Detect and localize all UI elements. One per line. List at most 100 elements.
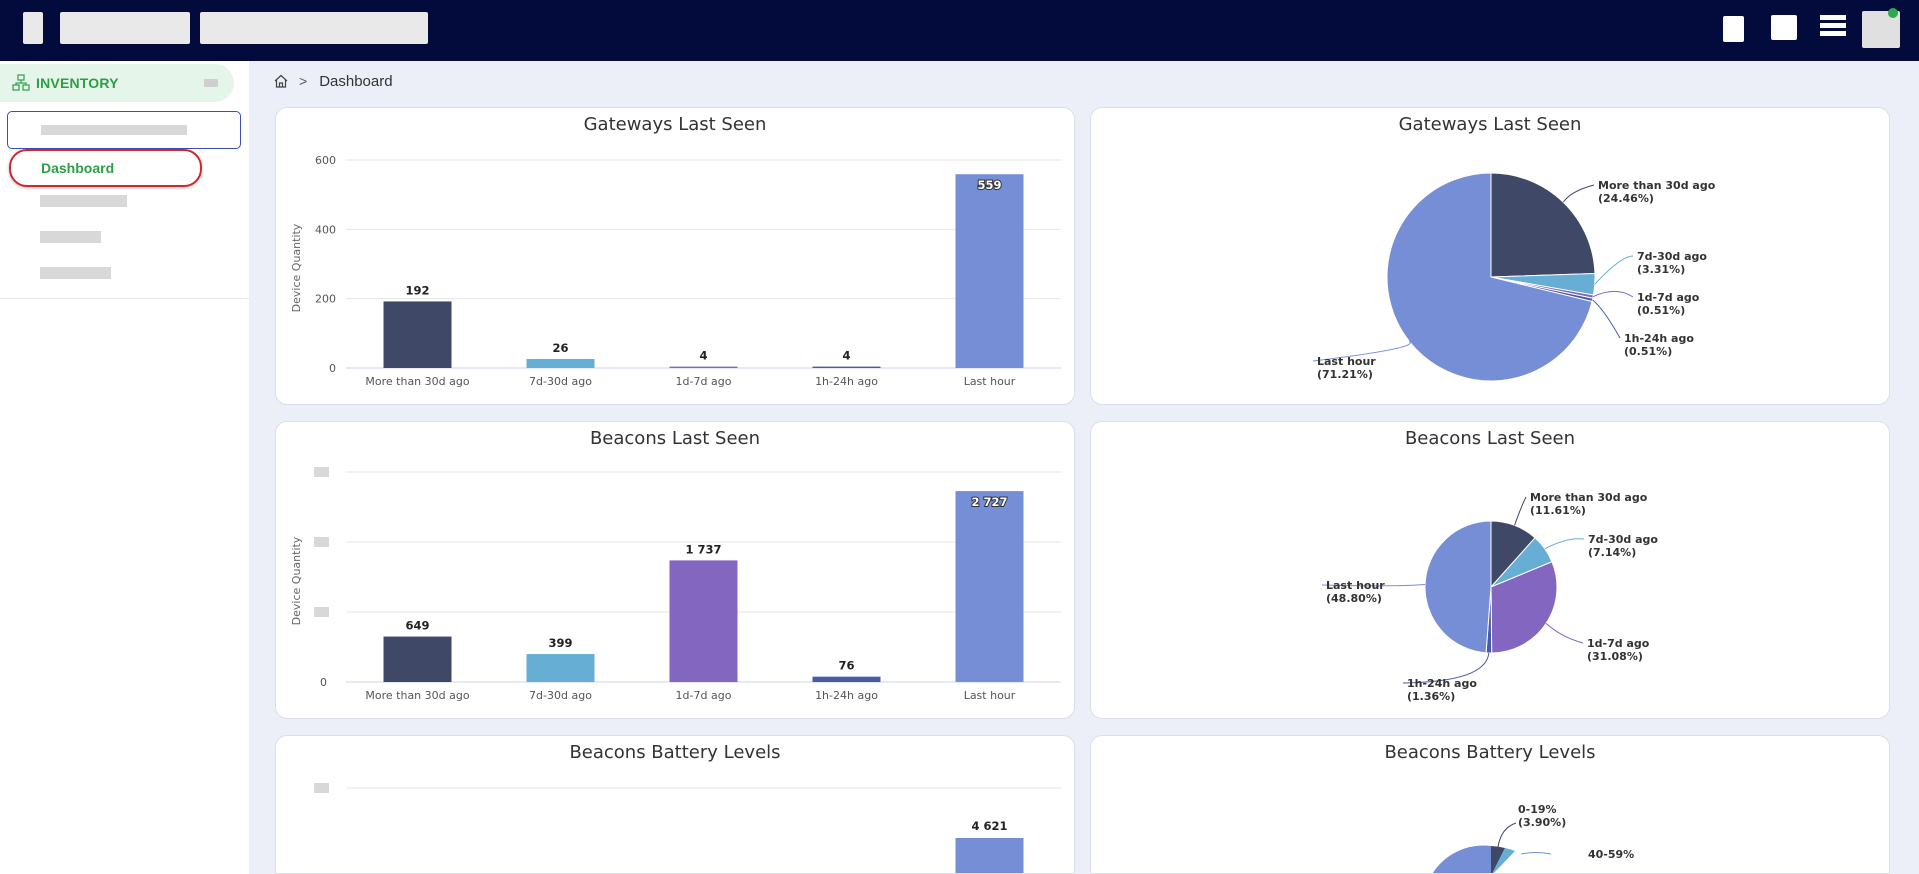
- beacons-last-seen-pie-chart: More than 30d ago(11.61%) 7d-30d ago(7.14…: [1321, 491, 1658, 703]
- pie-label: More than 30d ago: [1530, 491, 1648, 504]
- sidebar-divider: [0, 298, 249, 299]
- data-label: 4: [699, 349, 707, 363]
- y-tick-label-redacted: [314, 607, 329, 617]
- sidebar-item-label: Dashboard: [41, 160, 115, 176]
- global-search-input[interactable]: [200, 12, 428, 44]
- x-tick-label: Last hour: [964, 375, 1016, 388]
- pie-connector: [1545, 623, 1584, 644]
- y-tick-label: 200: [315, 293, 336, 306]
- y-tick-label: 0: [329, 362, 336, 375]
- x-tick-label: Last hour: [964, 689, 1016, 702]
- sidebar-search-input[interactable]: [7, 111, 241, 149]
- pie-connector: [1520, 852, 1552, 855]
- pie-label-percent: (7.14%): [1588, 546, 1636, 559]
- beacons-battery-levels-pie-chart: 0-19%(3.90%) 40-59%: [1432, 803, 1634, 873]
- chart-title: Gateways Last Seen: [583, 114, 767, 135]
- data-label: 559: [977, 178, 1001, 192]
- window-icon[interactable]: [1771, 15, 1797, 40]
- beacons-last-seen-bar-chart: 0 Device Quantity 649 More than 30d ago 399 7…: [290, 467, 1061, 702]
- data-label: 399: [548, 636, 572, 650]
- y-tick-label: 0: [320, 676, 327, 689]
- menu-icon[interactable]: [23, 12, 43, 44]
- x-tick-label: 1h-24h ago: [815, 689, 878, 702]
- chart-title: Beacons Battery Levels: [569, 742, 781, 763]
- pie-label-percent: (0.51%): [1624, 345, 1672, 358]
- sidebar-item-dashboard[interactable]: Dashboard: [9, 149, 202, 187]
- pie-connector: [1544, 538, 1585, 550]
- pie-label: Last hour: [1317, 355, 1376, 368]
- pie-label: 7d-30d ago: [1588, 533, 1658, 546]
- top-bar: [0, 0, 1919, 61]
- sidebar-section-inventory[interactable]: INVENTORY: [0, 64, 234, 102]
- bar: [955, 174, 1024, 368]
- bar: [383, 301, 452, 368]
- pie-label-percent: (0.51%): [1637, 304, 1685, 317]
- data-label: 26: [552, 341, 568, 355]
- pie-label-percent: (48.80%): [1326, 592, 1382, 605]
- y-tick-label: 600: [315, 154, 336, 167]
- data-label: 4: [842, 349, 850, 363]
- bar: [812, 676, 881, 682]
- y-tick-label-redacted: [314, 467, 329, 477]
- x-tick-label: 7d-30d ago: [529, 689, 592, 702]
- sidebar-item[interactable]: [40, 231, 101, 243]
- y-tick-label-redacted: [314, 537, 329, 547]
- gateways-last-seen-pie-chart: More than 30d ago(24.46%) 7d-30d ago(3.31…: [1312, 172, 1716, 382]
- pie-slice: [1491, 846, 1505, 873]
- data-label: 4 621: [971, 819, 1007, 833]
- sidebar-item[interactable]: [40, 267, 111, 279]
- chart-card-battery-bar: Beacons Battery Levels 4 621: [275, 735, 1075, 874]
- pie-connector: [1321, 584, 1426, 587]
- pie-connector: [1497, 822, 1517, 848]
- pie-label: 1h-24h ago: [1407, 677, 1477, 690]
- gateways-last-seen-bar-chart: 0 200 400 600 Device Quantity 192 More than 30…: [290, 154, 1061, 388]
- list-menu-icon[interactable]: [1820, 15, 1846, 40]
- pie-label-percent: (24.46%): [1598, 192, 1654, 205]
- bar: [383, 636, 452, 682]
- chart-card-battery-pie: Beacons Battery Levels 0-19% (3.90%) 40-59…: [1090, 735, 1890, 874]
- inventory-icon: [12, 74, 30, 91]
- pie-label: 1h-24h ago: [1624, 332, 1694, 345]
- data-label: 76: [838, 659, 854, 673]
- pie-connector: [1514, 496, 1527, 526]
- chart-title: Beacons Battery Levels: [1384, 742, 1596, 763]
- pie-slice: [1432, 845, 1491, 873]
- sidebar-item[interactable]: [40, 195, 127, 207]
- document-icon[interactable]: [1723, 16, 1744, 42]
- pie-label: 1d-7d ago: [1637, 291, 1700, 304]
- x-tick-label: More than 30d ago: [365, 689, 469, 702]
- pie-slice: [1490, 561, 1558, 654]
- pie-slice: [1492, 848, 1515, 873]
- pie-label: 7d-30d ago: [1637, 250, 1707, 263]
- pie-label-percent: (31.08%): [1587, 650, 1643, 663]
- data-label: 649: [405, 619, 429, 633]
- y-tick-label: 400: [315, 223, 336, 236]
- pie-label-percent: (71.21%): [1317, 368, 1373, 381]
- x-tick-label: 7d-30d ago: [529, 375, 592, 388]
- data-label: 2 727: [971, 495, 1007, 509]
- collapse-icon[interactable]: [204, 79, 218, 87]
- chart-title: Beacons Last Seen: [1404, 428, 1576, 449]
- pie-connector: [1562, 184, 1595, 203]
- pie-label-percent: (1.36%): [1407, 690, 1455, 703]
- bar: [669, 560, 738, 682]
- pie-label-percent: (3.90%): [1518, 816, 1566, 829]
- chevron-right-icon: >: [299, 73, 308, 89]
- pie-connector: [1402, 652, 1490, 684]
- pie-slice: [1490, 172, 1596, 278]
- app-logo[interactable]: [60, 12, 190, 44]
- y-axis-title: Device Quantity: [290, 536, 303, 625]
- chart-title: Gateways Last Seen: [1398, 114, 1582, 135]
- data-label: 192: [405, 283, 429, 297]
- y-axis-title: Device Quantity: [290, 223, 303, 312]
- x-tick-label: 1h-24h ago: [815, 375, 878, 388]
- y-tick-label-redacted: [314, 783, 329, 793]
- page-scrollbar[interactable]: [1906, 61, 1919, 874]
- pie-label-percent: (3.31%): [1637, 263, 1685, 276]
- bar: [955, 838, 1024, 873]
- x-tick-label: 1d-7d ago: [676, 375, 732, 388]
- x-tick-label: 1d-7d ago: [676, 689, 732, 702]
- pie-connector: [1592, 290, 1634, 298]
- chart-card-gateways-pie: Gateways Last Seen More than 30d ago (24.…: [1090, 107, 1890, 405]
- home-icon[interactable]: [273, 73, 289, 89]
